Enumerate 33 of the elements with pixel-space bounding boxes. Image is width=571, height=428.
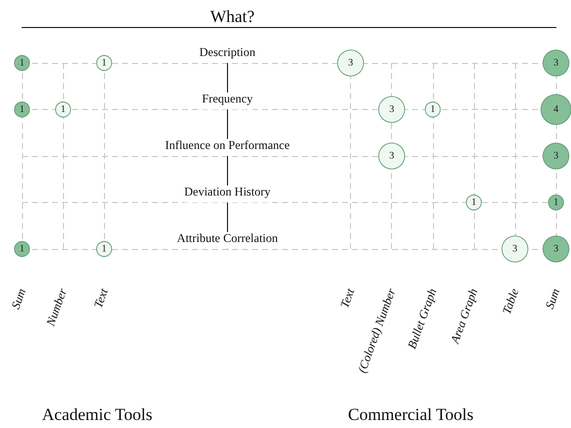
data-label: 4 xyxy=(554,104,558,115)
x-tick-label: Sum xyxy=(542,286,563,311)
data-label: 1 xyxy=(60,104,66,115)
data-label: 1 xyxy=(554,197,558,208)
data-label: 1 xyxy=(20,104,24,115)
data-label: 1 xyxy=(20,244,24,254)
chart-title: What? xyxy=(210,7,255,26)
data-label: 3 xyxy=(554,58,558,68)
data-label: 3 xyxy=(554,150,558,162)
y-tick-label: Frequency xyxy=(202,92,253,106)
y-tick-label: Influence on Performance xyxy=(165,138,290,152)
y-tick-label: Deviation History xyxy=(184,184,271,198)
x-tick-label: Text xyxy=(90,286,111,310)
data-label: 3 xyxy=(348,58,354,68)
data-label: 1 xyxy=(430,104,436,115)
x-tick-label: Sum xyxy=(8,286,29,311)
y-tick-label: Description xyxy=(199,45,256,59)
x-tick-label: Bullet Graph xyxy=(404,286,440,351)
x-tick-label: Area Graph xyxy=(447,286,480,346)
data-label: 1 xyxy=(20,58,24,68)
x-tick-label: Table xyxy=(499,286,522,316)
data-label: 3 xyxy=(389,150,394,162)
x-tick-label: Text xyxy=(337,286,358,310)
data-label: 3 xyxy=(389,104,394,115)
data-label: 1 xyxy=(471,197,476,208)
y-tick-label: Attribute Correlation xyxy=(176,231,278,245)
data-label: 3 xyxy=(512,244,518,254)
x-tick-label: Number xyxy=(42,286,70,329)
data-label: 1 xyxy=(102,244,107,254)
data-label: 3 xyxy=(554,244,558,254)
text: Academic Tools xyxy=(42,405,152,424)
data-label: 1 xyxy=(102,58,107,68)
text: Commercial Tools xyxy=(348,405,474,424)
